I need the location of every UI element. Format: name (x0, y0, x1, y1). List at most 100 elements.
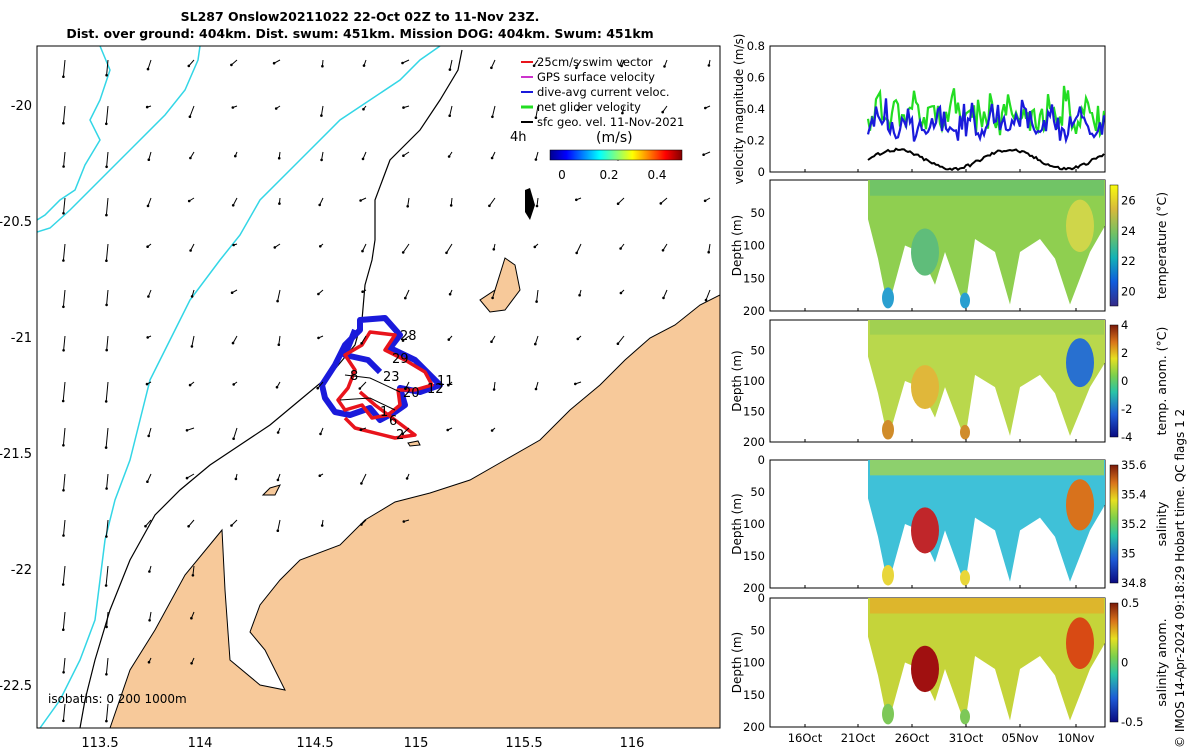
arrow-head (148, 570, 151, 573)
arrow-head (619, 291, 623, 295)
y-tick-label: 50 (750, 206, 765, 220)
arrow-head (105, 259, 108, 263)
heatmap-patch (960, 708, 970, 725)
velocity-arrow (449, 105, 453, 116)
colorbar-tick: 26 (1121, 194, 1136, 208)
arrow-head (576, 337, 580, 341)
arrow-head (274, 107, 278, 110)
arrow-head (105, 487, 108, 490)
panel-0: velocity magnitude (m/s) 0 0.2 0.4 0.6 0.8 (732, 34, 1106, 184)
arrow-head (575, 251, 578, 255)
arrow-head (490, 429, 494, 432)
day-label: 12 (427, 382, 444, 397)
velocity-arrow (492, 289, 496, 299)
arrow-head (105, 348, 108, 352)
arrow-head (277, 156, 281, 160)
arrow-head (191, 574, 195, 577)
arrow-head (534, 116, 538, 119)
colorbar-label: salinity anom. (1154, 618, 1169, 706)
heatmap-patch (882, 703, 894, 725)
velocity-arrow (232, 197, 238, 206)
velocity-arrow (148, 427, 152, 437)
velocity-arrow (360, 473, 367, 484)
velocity-arrow (534, 335, 539, 345)
heatmap-patch (960, 570, 970, 586)
velocity-arrow (660, 197, 668, 204)
velocity-arrow (488, 197, 496, 207)
legend-label: sfc geo. vel. 11-Nov-2021 (537, 115, 684, 129)
arrow-head (62, 489, 65, 492)
arrow-head (190, 662, 193, 665)
arrow-head (275, 385, 279, 389)
map-colorbar (549, 149, 683, 161)
velocity-arrow (146, 473, 152, 482)
arrow-head (147, 158, 151, 161)
colorbar-label: temp. anom. (°C) (1154, 327, 1169, 436)
velocity-arrow (617, 197, 625, 205)
arrow-head (105, 213, 108, 217)
velocity-arrow (708, 243, 711, 253)
velocity-arrow (402, 243, 410, 253)
arrow-head (276, 431, 280, 434)
velocity-arrow (359, 381, 367, 389)
map-chart: 28 29 8 23 11 20 12 1 6 2 25cm/s swim ve… (0, 45, 721, 750)
arrow-head (147, 295, 150, 298)
y-tick-label: -22.5 (0, 679, 32, 694)
arrow-head (488, 204, 491, 208)
velocity-arrow (105, 105, 109, 124)
heatmap-section (868, 598, 1105, 725)
arrow-head (62, 628, 65, 631)
arrow-head (401, 339, 405, 342)
colorbar-tick: 0 (558, 168, 566, 182)
arrow-head (406, 205, 410, 208)
arrow-head (318, 474, 322, 478)
colorbar-tick: 20 (1121, 284, 1136, 298)
arrow-head (278, 202, 281, 205)
arrow-head (448, 114, 452, 117)
arrow-head (321, 64, 324, 68)
chart-title: SL287 Onslow20211022 22-Oct 02Z to 11-No… (180, 9, 540, 24)
arrow-head (405, 477, 409, 480)
y-tick-label: 50 (750, 485, 765, 499)
velocity-arrow (62, 611, 66, 630)
map-x-axis: 113.5 114 114.5 115 115.5 116 (81, 736, 644, 750)
arrow-head (104, 400, 108, 403)
time-axis: 16Oct 21Oct 26Oct 31Oct 05Nov 10Nov (788, 731, 1095, 745)
arrow-head (616, 202, 620, 205)
colorbar-tick: 35.2 (1121, 517, 1147, 531)
velocity-arrow (321, 151, 324, 160)
velocity-arrow (535, 105, 539, 118)
heatmap-patch (882, 287, 894, 309)
y-tick-label: 200 (743, 304, 765, 318)
arrow-head (661, 249, 665, 252)
velocity-arrow (63, 335, 66, 351)
imos-note: © IMOS 14-Apr-2024 09:18:29 Hobart time.… (1173, 409, 1187, 748)
colorbar (1109, 184, 1119, 307)
arrow-head (105, 535, 108, 538)
y-axis-label: Depth (m) (730, 350, 744, 411)
arrow-head (320, 158, 323, 162)
velocity-arrow (106, 59, 109, 76)
day-label: 2 (396, 428, 404, 443)
isobath-1000m (39, 46, 441, 728)
arrow-head (362, 107, 365, 111)
colorbar-label: (m/s) (596, 130, 633, 146)
y-tick-label: 150 (743, 549, 765, 563)
heatmap-patch (882, 420, 894, 440)
velocity-arrow (663, 289, 668, 299)
arrow-head (702, 153, 705, 156)
colorbar-tick: 35.4 (1121, 488, 1147, 502)
velocity-arrow (63, 519, 66, 536)
velocity-arrow (317, 381, 324, 389)
arrow-head (232, 383, 235, 386)
velocity-arrow (62, 565, 66, 585)
velocity-arrow (402, 427, 410, 435)
velocity-arrow (62, 105, 66, 124)
arrow-head (61, 583, 65, 586)
y-tick-label: 0.2 (747, 134, 765, 148)
arrow-head (62, 121, 65, 125)
velocity-arrow (63, 151, 66, 167)
y-tick-label: 0 (758, 165, 765, 179)
arrow-head (402, 520, 406, 523)
arrow-head (62, 719, 65, 723)
